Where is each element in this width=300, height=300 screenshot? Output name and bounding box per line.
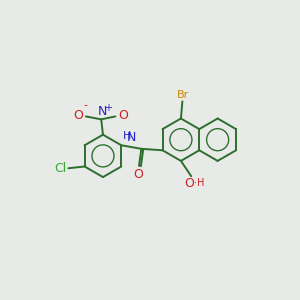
Text: +: +: [104, 103, 112, 113]
Text: Br: Br: [177, 90, 189, 100]
Text: O: O: [118, 109, 128, 122]
Text: N: N: [127, 130, 136, 143]
Text: O: O: [73, 109, 83, 122]
Text: ·H: ·H: [194, 178, 204, 188]
Text: N: N: [98, 105, 107, 118]
Text: O: O: [184, 177, 194, 190]
Text: O: O: [134, 168, 143, 181]
Text: H: H: [122, 131, 131, 142]
Text: Cl: Cl: [54, 162, 66, 175]
Text: -: -: [84, 100, 88, 110]
